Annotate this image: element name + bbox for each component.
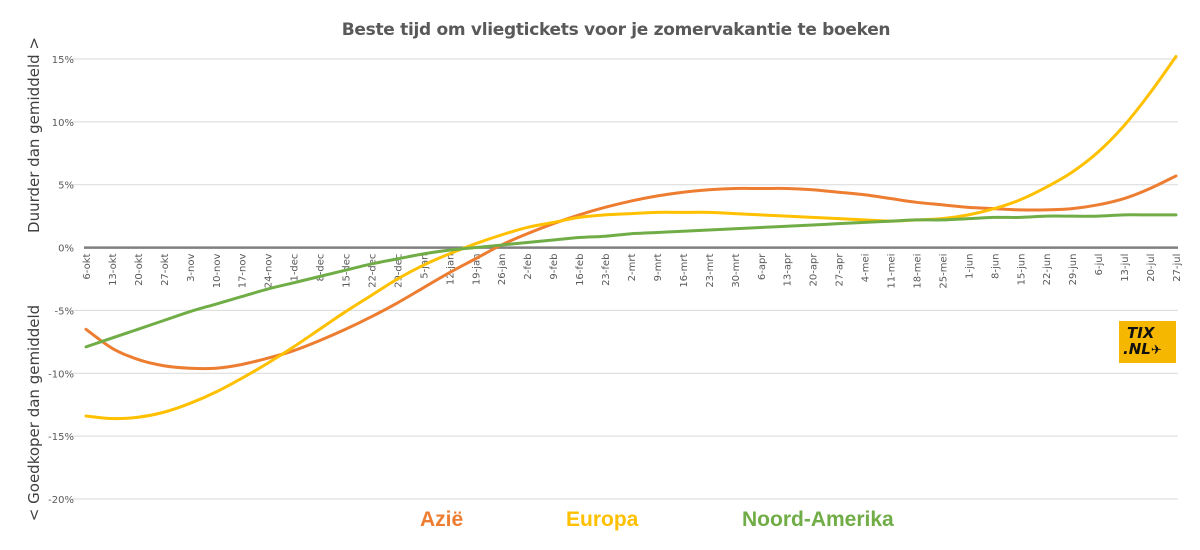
logo-text-nl: .NL [1123,340,1151,358]
x-tick-label: 3-nov [186,254,197,282]
y-tick-label: 15% [52,55,74,66]
x-tick-label: 6-okt [82,254,93,280]
x-tick-label: 20-okt [134,254,145,286]
series-line-europa [84,54,1178,421]
y-tick-label: 0% [58,244,74,255]
legend-item-europa: Europa [566,508,639,531]
x-tick-label: 20-apr [809,253,820,287]
x-tick-label: 8-jun [990,254,1001,279]
x-tick-label: 22-jun [1042,254,1053,286]
x-tick-label: 29-jun [1068,254,1079,286]
x-tick-label: 10-nov [212,254,223,289]
x-tick-label: 6-apr [757,253,768,280]
x-tick-label: 1-jun [964,254,975,279]
x-tick-label: 16-feb [575,254,586,286]
x-tick-label: 27-apr [835,253,846,287]
x-tick-label: 16-mrt [679,253,690,287]
x-tick-label: 13-okt [108,254,119,286]
x-tick-label: 12-jan [445,254,456,286]
x-tick-label: 19-jan [471,254,482,286]
x-tick-label: 26-jan [497,254,508,286]
y-axis-ticks: 15% 10% 5% 0% -5% -10% -15% -20% [48,55,74,506]
x-tick-label: 15-jun [1016,254,1027,286]
x-tick-label: 4-mei [861,254,872,283]
x-tick-label: 9-mrt [653,253,664,281]
x-tick-label: 23-mrt [705,253,716,287]
series-line-noord-amerika [84,213,1178,349]
x-tick-label: 29-dec [393,254,404,288]
x-tick-label: 17-nov [238,254,249,289]
x-tick-label: 25-mei [938,254,949,289]
x-tick-label: 13-apr [783,253,794,287]
tix-nl-logo: TIX .NL✈ [1119,321,1176,363]
airplane-icon: ✈ [1150,343,1162,358]
y-tick-label: -20% [48,495,74,506]
x-tick-label: 22-dec [367,254,378,288]
y-tick-label: 5% [58,181,74,192]
x-tick-label: 18-mei [912,254,923,289]
x-tick-label: 2-mrt [627,253,638,281]
x-tick-label: 1-dec [290,254,301,282]
x-axis-ticks: 6-okt 13-okt 20-okt 27-okt 3-nov 10-nov 17-nov… [82,253,1183,289]
x-tick-label: 8-dec [316,254,327,282]
x-tick-label: 27-okt [160,254,171,286]
x-tick-label: 11-mei [887,254,898,289]
legend-item-azie: Azië [420,508,464,531]
x-tick-label: 24-nov [264,254,275,289]
logo-text-line2: .NL✈ [1123,340,1176,359]
x-tick-label: 13-jul [1120,254,1131,282]
x-tick-label: 30-mrt [731,253,742,287]
y-tick-label: -15% [48,432,74,443]
x-tick-label: 9-feb [549,254,560,280]
logo-text-line1: TIX [1127,324,1155,342]
x-tick-label: 20-jul [1146,254,1157,282]
x-tick-label: 27-jul [1172,254,1183,282]
y-tick-label: 10% [52,118,74,129]
y-tick-label: -10% [48,369,74,380]
y-tick-label: -5% [55,306,74,317]
x-tick-label: 6-jul [1094,254,1105,276]
legend-item-noord-amerika: Noord-Amerika [742,508,894,531]
x-tick-label: 23-feb [601,254,612,286]
x-tick-label: 2-feb [523,254,534,280]
chart-title: Beste tijd om vliegtickets voor je zomer… [341,20,891,40]
x-tick-label: 5-jan [419,254,430,279]
series-lines [84,54,1178,421]
gridlines [72,58,1178,500]
